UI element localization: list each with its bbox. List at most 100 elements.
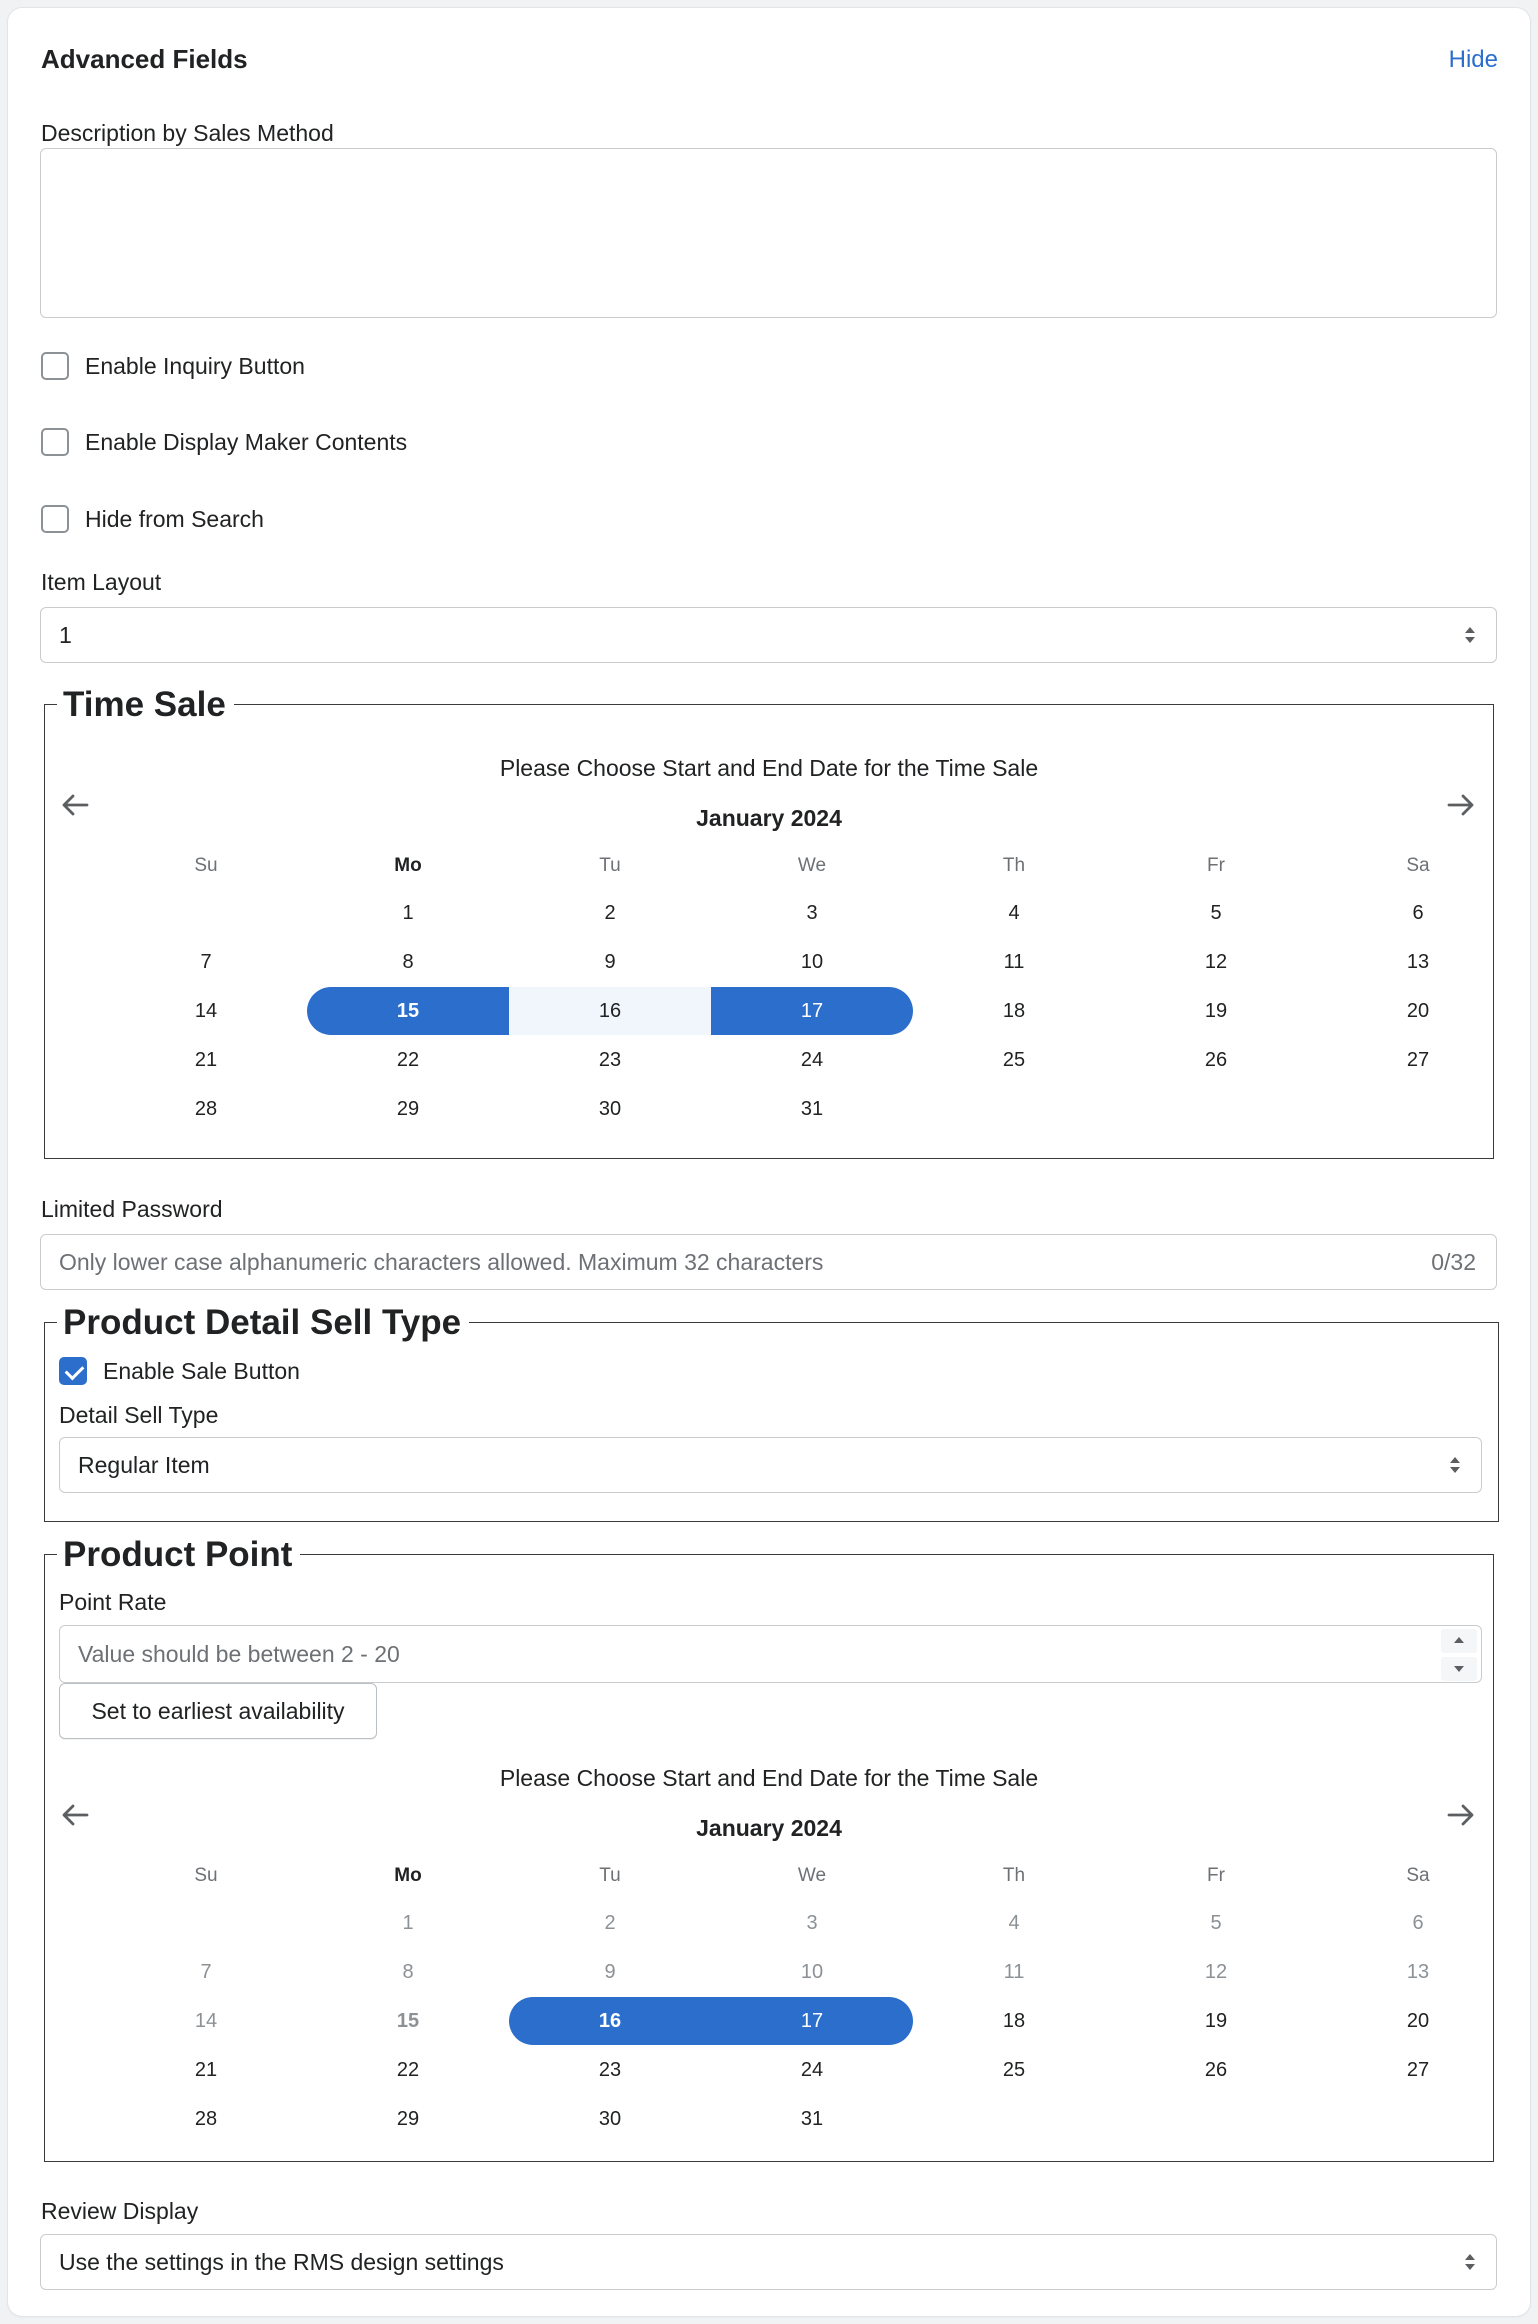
hide-search-checkbox[interactable]	[41, 505, 69, 533]
limited-password-input[interactable]: Only lower case alphanumeric characters …	[40, 1234, 1497, 1290]
maker-checkbox-row[interactable]: Enable Display Maker Contents	[41, 428, 407, 456]
calendar-day[interactable]: 12	[1204, 951, 1228, 973]
calendar-day[interactable]: 28	[194, 2108, 218, 2130]
calendar-day[interactable]: 20	[1406, 2010, 1430, 2032]
point-calendar-month: January 2024	[696, 1815, 842, 1841]
calendar-day[interactable]: 27	[1406, 1049, 1430, 1071]
calendar-day[interactable]: 16	[509, 987, 711, 1035]
calendar-day: 15	[396, 2010, 420, 2032]
point-rate-spinner[interactable]	[1441, 1629, 1477, 1681]
calendar-day[interactable]: 30	[598, 1098, 622, 1120]
calendar-day[interactable]: 26	[1204, 1049, 1228, 1071]
calendar-day[interactable]: 8	[402, 951, 414, 973]
calendar-day[interactable]: 19	[1204, 1000, 1228, 1022]
calendar-day: 8	[402, 1961, 414, 1983]
calendar-day: 11	[1003, 1961, 1025, 1983]
set-earliest-availability-button[interactable]: Set to earliest availability	[59, 1683, 377, 1739]
calendar-day[interactable]: 11	[1003, 951, 1025, 973]
select-arrows-icon	[1464, 625, 1476, 645]
calendar-day: 10	[800, 1961, 824, 1983]
calendar-day[interactable]: 15	[307, 987, 509, 1035]
calendar-day[interactable]: 26	[1204, 2059, 1228, 2081]
spinner-down-icon[interactable]	[1441, 1657, 1477, 1681]
calendar-day[interactable]: 23	[598, 2059, 622, 2081]
enable-sale-checkbox-row[interactable]: Enable Sale Button	[59, 1357, 300, 1385]
time-sale-calendar-month: January 2024	[696, 805, 842, 831]
calendar-day[interactable]: 29	[396, 2108, 420, 2130]
item-layout-label: Item Layout	[41, 569, 162, 595]
time-sale-prev-month-arrow-icon[interactable]	[55, 785, 95, 825]
review-display-select[interactable]: Use the settings in the RMS design setti…	[40, 2234, 1497, 2290]
spinner-up-icon[interactable]	[1441, 1629, 1477, 1653]
calendar-day: 9	[604, 1961, 616, 1983]
review-display-label: Review Display	[41, 2198, 199, 2224]
sell-type-legend: Product Detail Sell Type	[57, 1301, 470, 1345]
calendar-day[interactable]: 9	[604, 951, 616, 973]
calendar-day[interactable]: 27	[1406, 2059, 1430, 2081]
inquiry-checkbox-label: Enable Inquiry Button	[85, 352, 305, 379]
description-textarea[interactable]	[40, 148, 1497, 318]
calendar-day: 2	[604, 1912, 616, 1934]
hide-link[interactable]: Hide	[1448, 46, 1498, 73]
item-layout-select[interactable]: 1	[40, 607, 1497, 663]
calendar-day[interactable]: 25	[1002, 1049, 1026, 1071]
maker-checkbox-label: Enable Display Maker Contents	[85, 428, 408, 455]
calendar-day[interactable]: 4	[1008, 902, 1020, 924]
calendar-day[interactable]: 7	[200, 951, 212, 973]
review-display-value: Use the settings in the RMS design setti…	[59, 2248, 504, 2275]
calendar-day[interactable]: 20	[1406, 1000, 1430, 1022]
detail-sell-type-select[interactable]: Regular Item	[59, 1437, 1482, 1493]
calendar-day[interactable]: 31	[800, 1098, 824, 1120]
weekday-header: Sa	[1406, 1865, 1430, 1886]
calendar-day[interactable]: 19	[1204, 2010, 1228, 2032]
calendar-day[interactable]: 2	[604, 902, 616, 924]
weekday-header: Sa	[1406, 855, 1430, 876]
time-sale-fieldset: Time Sale Please Choose Start and End Da…	[44, 683, 1494, 1159]
time-sale-next-month-arrow-icon[interactable]	[1441, 785, 1481, 825]
inquiry-checkbox-row[interactable]: Enable Inquiry Button	[41, 352, 305, 380]
point-calendar-grid: Su Mo Tu We Th Fr Sa 1 2 3 4 5 6 7 8 9 10 11 12 13 14 15 16 17 1…	[105, 1865, 1521, 2145]
calendar-day[interactable]: 21	[194, 2059, 218, 2081]
weekday-header: Tu	[599, 855, 621, 876]
calendar-day[interactable]: 1	[402, 902, 414, 924]
calendar-day[interactable]: 5	[1210, 902, 1222, 924]
calendar-day[interactable]: 30	[598, 2108, 622, 2130]
point-rate-placeholder: Value should be between 2 - 20	[78, 1640, 400, 1667]
hide-search-checkbox-row[interactable]: Hide from Search	[41, 505, 264, 533]
weekday-header: We	[797, 855, 827, 876]
calendar-day[interactable]: 10	[800, 951, 824, 973]
calendar-day[interactable]: 22	[396, 1049, 420, 1071]
calendar-day[interactable]: 31	[800, 2108, 824, 2130]
calendar-day[interactable]: 24	[800, 1049, 824, 1071]
calendar-day: 3	[806, 1912, 818, 1934]
calendar-day[interactable]: 3	[806, 902, 818, 924]
calendar-day[interactable]: 13	[1406, 951, 1430, 973]
hide-search-checkbox-label: Hide from Search	[85, 505, 264, 532]
product-point-legend: Product Point	[57, 1533, 301, 1577]
inquiry-checkbox[interactable]	[41, 352, 69, 380]
calendar-day[interactable]: 17	[711, 1997, 913, 2045]
calendar-day[interactable]: 18	[1002, 1000, 1026, 1022]
select-arrows-icon	[1464, 2252, 1476, 2272]
calendar-day[interactable]: 22	[396, 2059, 420, 2081]
advanced-fields-card: Advanced Fields Hide Description by Sale…	[8, 8, 1530, 2316]
calendar-day[interactable]: 28	[194, 1098, 218, 1120]
enable-sale-checkbox[interactable]	[59, 1357, 87, 1385]
calendar-day[interactable]: 21	[194, 1049, 218, 1071]
calendar-day[interactable]: 17	[711, 987, 913, 1035]
weekday-header: Fr	[1207, 1865, 1225, 1886]
calendar-day: 12	[1204, 1961, 1228, 1983]
maker-checkbox[interactable]	[41, 428, 69, 456]
calendar-day[interactable]: 6	[1412, 902, 1424, 924]
point-next-month-arrow-icon[interactable]	[1441, 1795, 1481, 1835]
calendar-day[interactable]: 23	[598, 1049, 622, 1071]
point-prev-month-arrow-icon[interactable]	[55, 1795, 95, 1835]
calendar-day[interactable]: 18	[1002, 2010, 1026, 2032]
point-rate-input[interactable]: Value should be between 2 - 20	[59, 1625, 1482, 1683]
calendar-day[interactable]: 25	[1002, 2059, 1026, 2081]
calendar-day[interactable]: 24	[800, 2059, 824, 2081]
limited-password-counter: 0/32	[1431, 1248, 1476, 1275]
calendar-day[interactable]: 29	[396, 1098, 420, 1120]
calendar-day[interactable]: 14	[194, 1000, 218, 1022]
calendar-day[interactable]: 16	[509, 1997, 711, 2045]
